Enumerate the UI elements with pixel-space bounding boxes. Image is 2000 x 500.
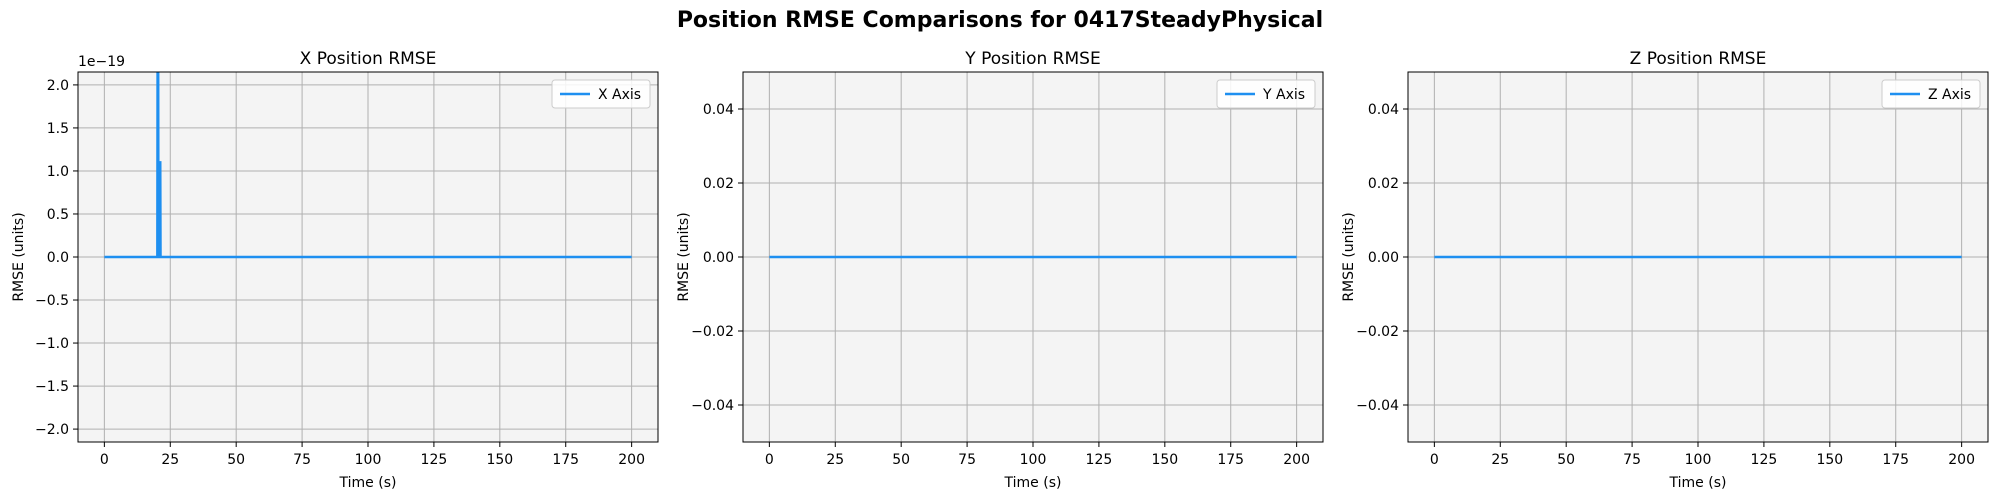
y-tick-label: −0.02 (691, 324, 734, 340)
x-tick-label: 75 (293, 452, 311, 468)
subplot-title: X Position RMSE (300, 49, 437, 69)
y-tick-label: −0.02 (1356, 324, 1399, 340)
y-tick-label: 0.00 (703, 250, 734, 266)
x-tick-label: 75 (958, 452, 976, 468)
legend-label: Z Axis (1928, 87, 1971, 103)
x-axis-label: Time (s) (339, 475, 397, 491)
y-tick-label: −0.5 (35, 293, 69, 309)
x-tick-label: 50 (1557, 452, 1575, 468)
y-tick-label: 1.0 (47, 164, 69, 180)
y-tick-label: 0.02 (703, 176, 734, 192)
y-tick-label: 0.0 (47, 250, 69, 266)
y-tick-label: −0.04 (691, 398, 734, 414)
y-tick-label: 2.0 (47, 78, 69, 94)
y-tick-label: −1.5 (35, 379, 69, 395)
x-tick-label: 25 (826, 452, 844, 468)
y-tick-label: 0.5 (47, 207, 69, 223)
x-tick-label: 200 (1283, 452, 1310, 468)
x-tick-label: 0 (100, 452, 109, 468)
subplot-z: 0 25 50 75 100 125 150 175 200 −0.04 −0.02 0.00 0.02… (1341, 49, 1989, 491)
y-tick-label: 1.5 (47, 121, 69, 137)
y-tick-label: 0.00 (1368, 250, 1399, 266)
x-tick-label: 0 (1430, 452, 1439, 468)
y-tick-label: −2.0 (35, 422, 69, 438)
x-tick-label: 100 (1020, 452, 1047, 468)
x-tick-label: 50 (227, 452, 245, 468)
y-tick-label: −1.0 (35, 336, 69, 352)
x-tick-label: 150 (486, 452, 513, 468)
x-tick-label: 100 (355, 452, 382, 468)
y-axis-label: RMSE (units) (676, 212, 692, 301)
x-tick-label: 125 (1751, 452, 1778, 468)
legend-label: X Axis (598, 87, 641, 103)
x-tick-label: 0 (765, 452, 774, 468)
y-tick-label: 0.04 (703, 102, 734, 118)
x-tick-label: 200 (1948, 452, 1975, 468)
series-line-x-axis (104, 72, 632, 259)
y-tick-label: 0.04 (1368, 102, 1399, 118)
x-tick-label: 50 (892, 452, 910, 468)
y-axis-label: RMSE (units) (11, 212, 27, 301)
legend-label: Y Axis (1262, 87, 1305, 103)
x-axis-label: Time (s) (1004, 475, 1062, 491)
x-tick-label: 175 (1882, 452, 1909, 468)
x-tick-label: 75 (1623, 452, 1641, 468)
subplot-title: Z Position RMSE (1630, 49, 1767, 69)
subplot-title: Y Position RMSE (964, 49, 1100, 69)
x-tick-label: 25 (161, 452, 179, 468)
x-tick-label: 100 (1685, 452, 1712, 468)
legend-box (551, 79, 651, 109)
x-tick-label: 150 (1816, 452, 1843, 468)
subplot-y: 0 25 50 75 100 125 150 175 200 −0.04 −0.02 0.00 0.02… (676, 49, 1324, 491)
legend-box (1881, 79, 1981, 109)
y-axis-label: RMSE (units) (1341, 212, 1357, 301)
x-tick-label: 175 (1217, 452, 1244, 468)
y-tick-label: 0.02 (1368, 176, 1399, 192)
legend-box (1216, 79, 1316, 109)
x-tick-label: 150 (1151, 452, 1178, 468)
x-tick-label: 175 (552, 452, 579, 468)
subplot-x: 0 25 50 75 100 125 150 175 200 −2.0 −1.5 −1.0 −0.5 0.… (11, 49, 659, 491)
y-tick-label: −0.04 (1356, 398, 1399, 414)
x-tick-label: 125 (421, 452, 448, 468)
x-tick-label: 125 (1086, 452, 1113, 468)
x-tick-label: 200 (618, 452, 645, 468)
x-tick-label: 25 (1491, 452, 1509, 468)
figure-title: Position RMSE Comparisons for 0417Steady… (677, 8, 1323, 33)
y-offset-label: 1e−19 (78, 54, 125, 70)
x-axis-label: Time (s) (1669, 475, 1727, 491)
